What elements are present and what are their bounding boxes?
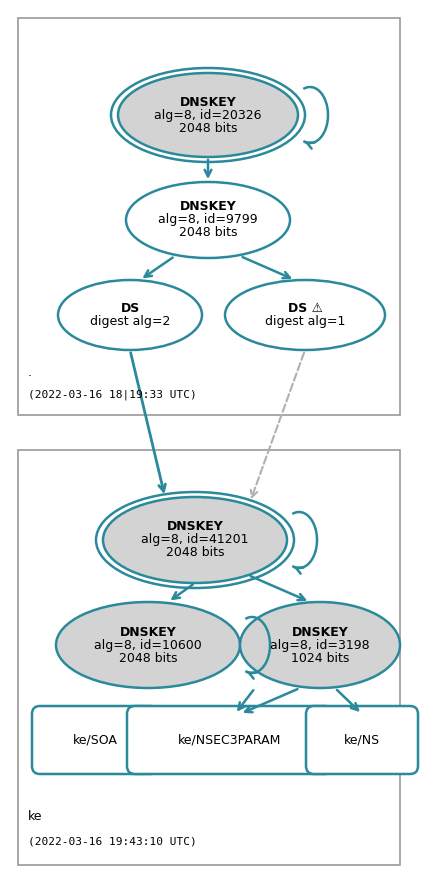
Ellipse shape [225, 280, 385, 350]
Text: DS: DS [120, 302, 140, 315]
Ellipse shape [126, 182, 290, 258]
Text: DNSKEY: DNSKEY [180, 96, 236, 109]
Text: 1024 bits: 1024 bits [291, 651, 349, 665]
Text: 2048 bits: 2048 bits [179, 121, 237, 135]
Text: .: . [28, 366, 32, 380]
Ellipse shape [58, 280, 202, 350]
Bar [18, 18, 400, 415]
Text: alg=8, id=9799: alg=8, id=9799 [158, 213, 258, 227]
Text: (2022-03-16 19:43:10 UTC): (2022-03-16 19:43:10 UTC) [28, 836, 197, 846]
Ellipse shape [118, 73, 298, 157]
Text: digest alg=1: digest alg=1 [265, 315, 345, 328]
Text: 2048 bits: 2048 bits [166, 547, 224, 559]
Ellipse shape [56, 602, 240, 688]
Text: DNSKEY: DNSKEY [180, 201, 236, 213]
Text: alg=8, id=3198: alg=8, id=3198 [270, 638, 370, 651]
Ellipse shape [240, 602, 400, 688]
Text: 2048 bits: 2048 bits [119, 651, 177, 665]
Text: ke/NS: ke/NS [344, 734, 380, 747]
Text: (2022-03-16 18|19:33 UTC): (2022-03-16 18|19:33 UTC) [28, 389, 197, 400]
Bar [18, 450, 400, 865]
FancyBboxPatch shape [32, 706, 158, 774]
Text: ke/NSEC3PARAM: ke/NSEC3PARAM [179, 734, 282, 747]
Text: ke: ke [28, 811, 43, 824]
Text: DNSKEY: DNSKEY [167, 520, 224, 534]
Text: alg=8, id=20326: alg=8, id=20326 [154, 109, 262, 121]
Text: 2048 bits: 2048 bits [179, 227, 237, 240]
Text: ke/SOA: ke/SOA [72, 734, 117, 747]
Text: alg=8, id=10600: alg=8, id=10600 [94, 638, 202, 651]
Ellipse shape [103, 497, 287, 583]
Text: digest alg=2: digest alg=2 [90, 315, 170, 328]
Text: DNSKEY: DNSKEY [120, 626, 176, 638]
Text: DS ⚠: DS ⚠ [288, 302, 322, 315]
FancyBboxPatch shape [127, 706, 333, 774]
Text: DNSKEY: DNSKEY [292, 626, 348, 638]
FancyBboxPatch shape [306, 706, 418, 774]
Text: alg=8, id=41201: alg=8, id=41201 [141, 534, 249, 547]
